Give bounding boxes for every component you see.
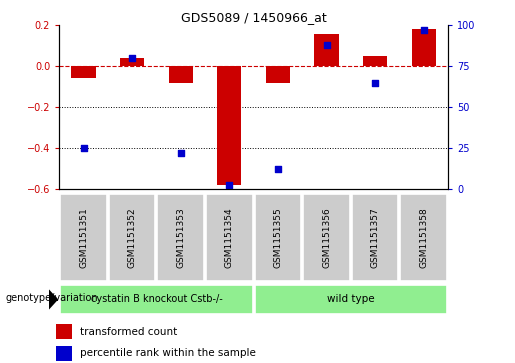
- Text: wild type: wild type: [327, 294, 374, 305]
- Text: GSM1151354: GSM1151354: [225, 207, 234, 268]
- Text: GSM1151355: GSM1151355: [273, 207, 282, 268]
- Point: [79, 145, 88, 151]
- Text: transformed count: transformed count: [80, 327, 178, 337]
- Bar: [120, 58, 144, 66]
- Bar: [266, 66, 290, 82]
- Bar: [60, 285, 253, 314]
- Title: GDS5089 / 1450966_at: GDS5089 / 1450966_at: [181, 11, 327, 24]
- Point: [274, 166, 282, 172]
- Point: [225, 183, 233, 188]
- Bar: [56, 346, 72, 361]
- Polygon shape: [49, 289, 58, 310]
- Bar: [314, 33, 339, 66]
- Text: GSM1151351: GSM1151351: [79, 207, 88, 268]
- Bar: [168, 66, 193, 82]
- Bar: [72, 66, 96, 78]
- Text: percentile rank within the sample: percentile rank within the sample: [80, 348, 256, 358]
- Text: GSM1151353: GSM1151353: [176, 207, 185, 268]
- Point: [128, 55, 136, 61]
- Text: cystatin B knockout Cstb-/-: cystatin B knockout Cstb-/-: [91, 294, 222, 305]
- Text: GSM1151357: GSM1151357: [371, 207, 380, 268]
- Bar: [254, 285, 447, 314]
- Bar: [401, 194, 447, 281]
- Bar: [158, 194, 204, 281]
- Bar: [60, 194, 107, 281]
- Bar: [411, 29, 436, 66]
- Bar: [254, 194, 301, 281]
- Text: GSM1151356: GSM1151356: [322, 207, 331, 268]
- Bar: [363, 56, 387, 66]
- Point: [420, 27, 428, 33]
- Text: GSM1151358: GSM1151358: [419, 207, 428, 268]
- Bar: [352, 194, 399, 281]
- Text: genotype/variation: genotype/variation: [5, 293, 98, 303]
- Bar: [56, 324, 72, 339]
- Bar: [109, 194, 156, 281]
- Point: [371, 79, 379, 85]
- Bar: [303, 194, 350, 281]
- Point: [322, 42, 331, 48]
- Bar: [217, 66, 242, 185]
- Point: [177, 150, 185, 156]
- Bar: [206, 194, 253, 281]
- Text: GSM1151352: GSM1151352: [128, 207, 136, 268]
